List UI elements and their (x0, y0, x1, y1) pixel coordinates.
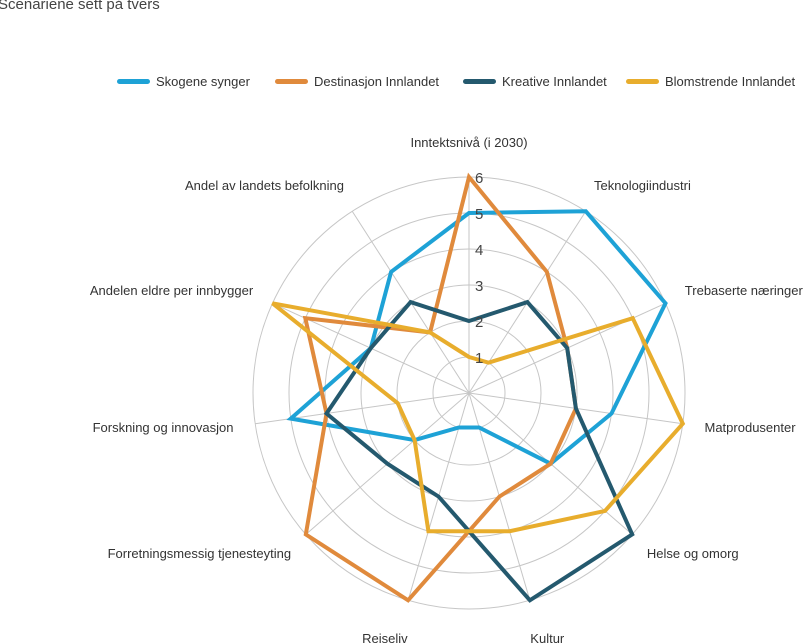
tick-label: 2 (475, 314, 483, 331)
legend-item-blomstrende-innlandet[interactable]: Blomstrende Innlandet (626, 71, 795, 91)
chart-title: Scenariene sett på tvers (0, 0, 160, 13)
series-line-kreative-innlandet (323, 299, 635, 603)
axis-label: Trebaserte næringer (685, 283, 804, 298)
series-line-destinasjon-innlandet (302, 172, 578, 603)
legend: Skogene synger Destinasjon Innlandet Kre… (0, 71, 812, 91)
axis-label: Andelen eldre per innbygger (90, 283, 254, 298)
series-line-blomstrende-innlandet (271, 301, 686, 534)
axis-label: Reiseliv (362, 631, 408, 643)
axis-labels: Inntektsnivå (i 2030) Teknologiindustri Tr… (90, 135, 804, 643)
axis-label: Kultur (530, 631, 565, 643)
legend-label: Destinasjon Innlandet (314, 73, 440, 89)
axis-label: Matprodusenter (705, 420, 797, 435)
legend-label: Blomstrende Innlandet (665, 73, 796, 89)
axis-label: Helse og omorg (647, 546, 739, 561)
legend-item-kreative-innlandet[interactable]: Kreative Innlandet (463, 71, 607, 91)
legend-swatch (626, 78, 659, 84)
tick-label: 4 (475, 242, 483, 259)
legend-item-destinasjon-innlandet[interactable]: Destinasjon Innlandet (275, 71, 439, 91)
axis-label: Andel av landets befolkning (185, 178, 344, 193)
legend-item-skogene-synger[interactable]: Skogene synger (117, 71, 250, 91)
axis-label: Forskning og innovasjon (93, 420, 234, 435)
legend-swatch (463, 78, 496, 84)
axis-label: Forretningsmessig tjenesteyting (108, 546, 292, 561)
series-line-skogene-synger (286, 209, 668, 467)
radial-tick-labels: 1 2 3 4 5 6 (475, 170, 483, 367)
axis-label: Teknologiindustri (594, 178, 691, 193)
tick-label: 5 (475, 206, 483, 223)
legend-label: Skogene synger (156, 73, 250, 89)
tick-label: 1 (475, 350, 483, 367)
radar-series (271, 172, 686, 603)
axis-label: Inntektsnivå (i 2030) (410, 135, 527, 150)
tick-label: 3 (475, 278, 483, 295)
legend-label: Kreative Innlandet (502, 73, 607, 89)
legend-swatch (117, 78, 150, 84)
tick-label: 6 (475, 170, 483, 187)
legend-swatch (275, 78, 308, 84)
